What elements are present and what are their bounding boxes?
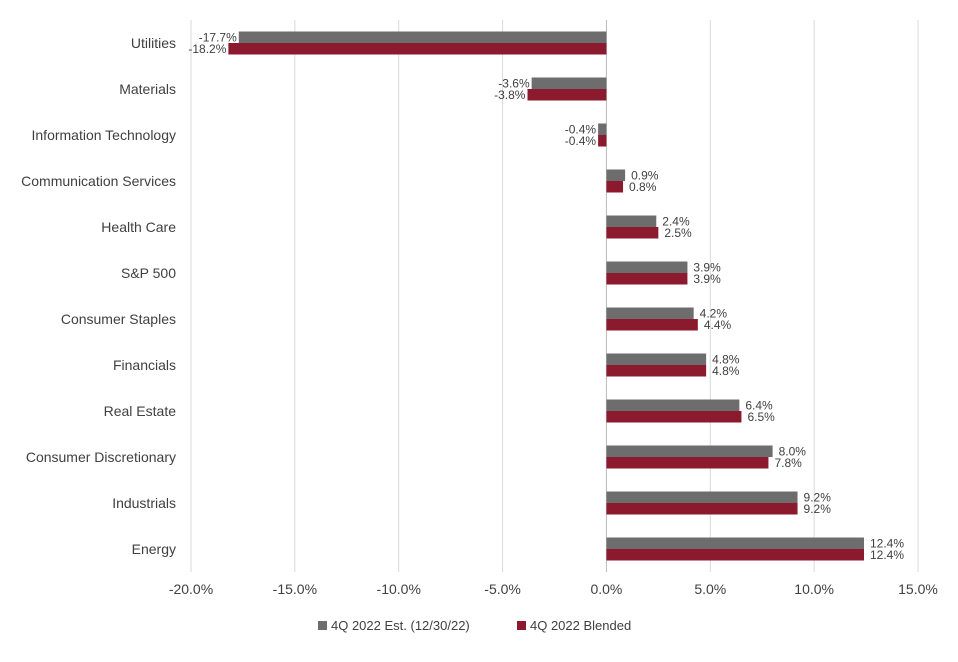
- category-label: Industrials: [112, 495, 176, 511]
- bar-blended: [606, 365, 707, 377]
- data-labels: -17.7%-18.2% -3.6%-3.8% -0.4%-0.4% 0.9%0.8%…: [188, 30, 904, 562]
- bars: [228, 31, 864, 561]
- category-label: Consumer Discretionary: [26, 449, 176, 465]
- gridlines: [190, 20, 919, 572]
- bar-blended: [606, 319, 698, 331]
- category-label: Financials: [113, 357, 176, 373]
- data-label: 6.5%: [747, 410, 775, 424]
- bar-estimate: [606, 307, 694, 319]
- bar-blended: [606, 503, 798, 515]
- data-label: 4.8%: [712, 364, 740, 378]
- bar-blended: [598, 135, 607, 147]
- x-tick-label: -10.0%: [377, 581, 421, 597]
- x-tick-label: 15.0%: [898, 581, 938, 597]
- legend-label: 4Q 2022 Blended: [530, 618, 631, 633]
- x-axis-ticks: -20.0% -15.0% -10.0% -5.0% 0.0% 5.0% 10.0% 15.0…: [169, 581, 938, 597]
- bar-estimate: [606, 491, 798, 503]
- legend-swatch: [517, 621, 526, 630]
- bar-estimate: [531, 77, 607, 89]
- bar-blended: [527, 89, 607, 101]
- data-label: 2.5%: [664, 226, 692, 240]
- bar-estimate: [606, 399, 740, 411]
- data-label: 3.9%: [693, 260, 721, 274]
- category-label: Real Estate: [104, 403, 177, 419]
- legend: 4Q 2022 Est. (12/30/22) 4Q 2022 Blended: [318, 618, 631, 633]
- category-label: Energy: [132, 541, 176, 557]
- data-label: 9.2%: [804, 490, 832, 504]
- data-label: -17.7%: [199, 30, 237, 44]
- x-tick-label: 10.0%: [794, 581, 834, 597]
- bar-estimate: [598, 123, 607, 135]
- bar-blended: [228, 43, 607, 55]
- data-label: 12.4%: [870, 548, 904, 562]
- bar-blended: [606, 457, 769, 469]
- bar-blended: [606, 181, 624, 193]
- data-label: 3.9%: [693, 272, 721, 286]
- bar-blended: [606, 227, 659, 239]
- x-tick-label: 0.0%: [590, 581, 622, 597]
- data-label: 7.8%: [774, 456, 802, 470]
- bar-blended: [606, 411, 742, 423]
- data-label: 6.4%: [745, 398, 773, 412]
- data-label: 2.4%: [662, 214, 690, 228]
- bar-estimate: [606, 537, 864, 549]
- bar-estimate: [606, 261, 688, 273]
- data-label: 4.8%: [712, 352, 740, 366]
- category-label: Utilities: [131, 35, 176, 51]
- data-label: 4.4%: [704, 318, 732, 332]
- data-label: 0.8%: [629, 180, 657, 194]
- category-label: Consumer Staples: [61, 311, 176, 327]
- bar-estimate: [606, 169, 626, 181]
- legend-swatch: [318, 621, 327, 630]
- bar-estimate: [606, 445, 773, 457]
- category-label: Communication Services: [21, 173, 176, 189]
- x-tick-label: -15.0%: [273, 581, 317, 597]
- bar-estimate: [238, 31, 607, 43]
- category-label: Materials: [119, 81, 176, 97]
- category-label: Health Care: [101, 219, 176, 235]
- x-tick-label: -5.0%: [484, 581, 521, 597]
- x-tick-label: 5.0%: [694, 581, 726, 597]
- bar-estimate: [606, 353, 707, 365]
- bar-estimate: [606, 215, 657, 227]
- bar-blended: [606, 549, 864, 561]
- data-label: -18.2%: [188, 42, 226, 56]
- data-label: 12.4%: [870, 536, 904, 550]
- category-label: S&P 500: [121, 265, 176, 281]
- data-label: 8.0%: [779, 444, 807, 458]
- bar-blended: [606, 273, 688, 285]
- data-label: -3.8%: [494, 88, 526, 102]
- data-label: -0.4%: [565, 122, 597, 136]
- data-label: 9.2%: [804, 502, 832, 516]
- data-label: -3.6%: [498, 76, 530, 90]
- x-tick-label: -20.0%: [169, 581, 213, 597]
- data-label: -0.4%: [565, 134, 597, 148]
- data-label: 4.2%: [700, 306, 728, 320]
- data-label: 0.9%: [631, 168, 659, 182]
- category-labels: Utilities Materials Information Technology…: [21, 35, 176, 557]
- category-label: Information Technology: [32, 127, 177, 143]
- legend-label: 4Q 2022 Est. (12/30/22): [331, 618, 470, 633]
